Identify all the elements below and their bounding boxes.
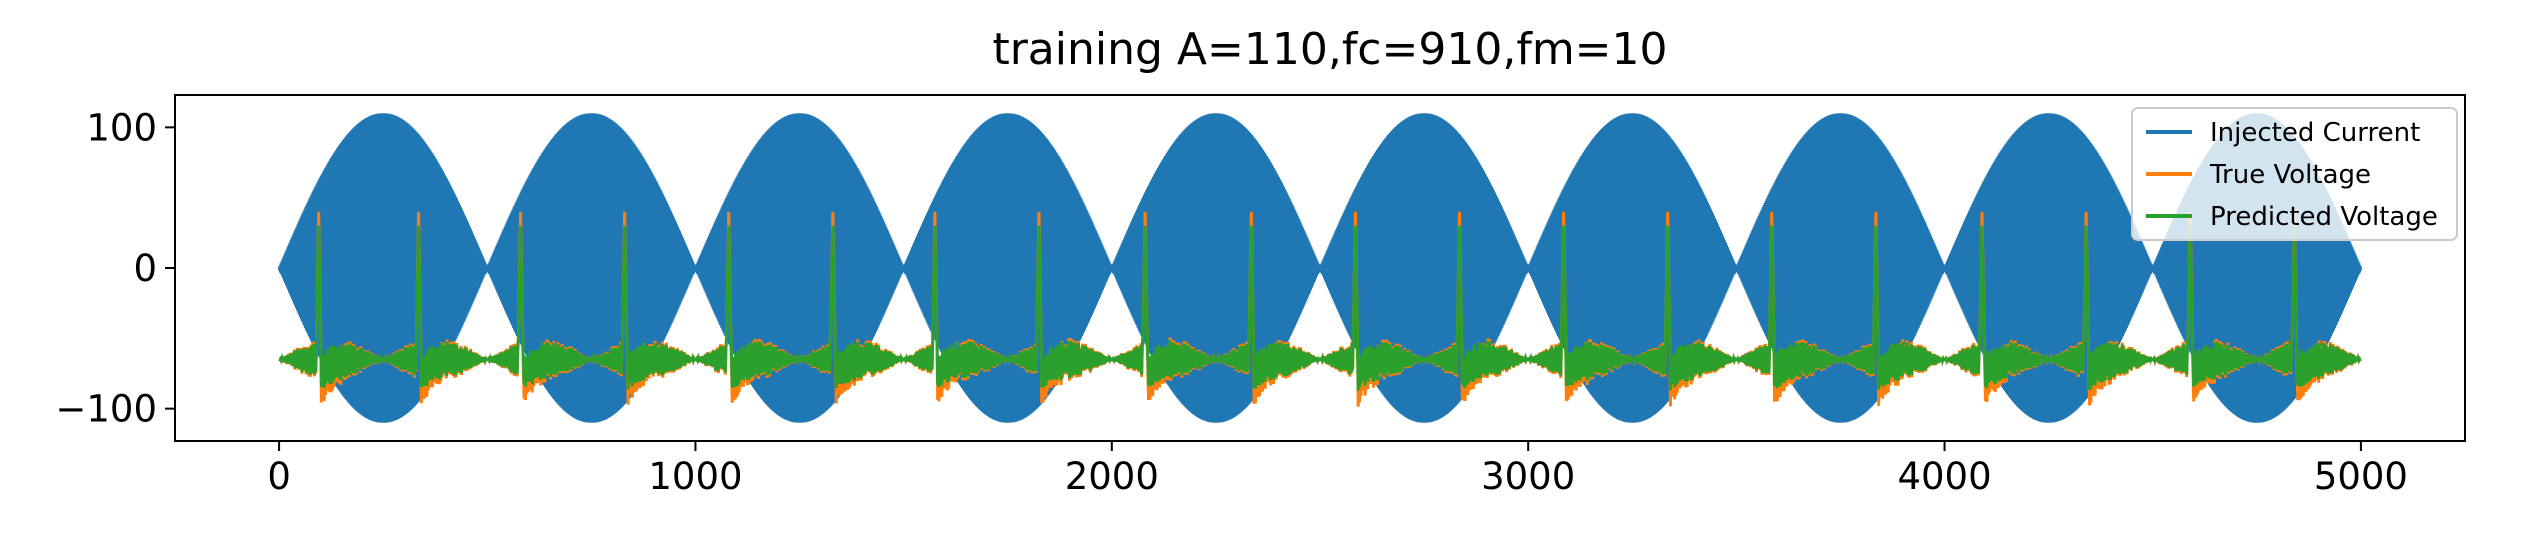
x-tick-label: 1000 [648,455,742,498]
plot-area [277,113,2363,423]
legend-box [2131,107,2458,241]
series-injected-current [277,113,2363,423]
legend-entry: Injected Current [2210,118,2420,148]
x-tick-label: 2000 [1065,455,1159,498]
y-tick-label: 0 [133,247,157,290]
x-tick-label: 0 [267,455,291,498]
legend: Injected Current True Voltage Predicted Vo… [2131,107,2458,241]
legend-entry: True Voltage [2209,160,2371,190]
y-tick-label: 100 [86,106,157,149]
legend-entry: Predicted Voltage [2210,202,2438,232]
x-tick-label: 3000 [1481,455,1575,498]
y-tick-label: −100 [55,388,157,431]
x-axis: 0 1000 2000 3000 4000 5000 [267,441,2408,498]
series-predicted-voltage [278,225,2362,391]
y-axis: 100 0 −100 [55,106,175,431]
x-tick-label: 5000 [2314,455,2408,498]
x-tick-label: 4000 [1897,455,1991,498]
chart-title: training A=110,fc=910,fm=10 [992,24,1667,75]
